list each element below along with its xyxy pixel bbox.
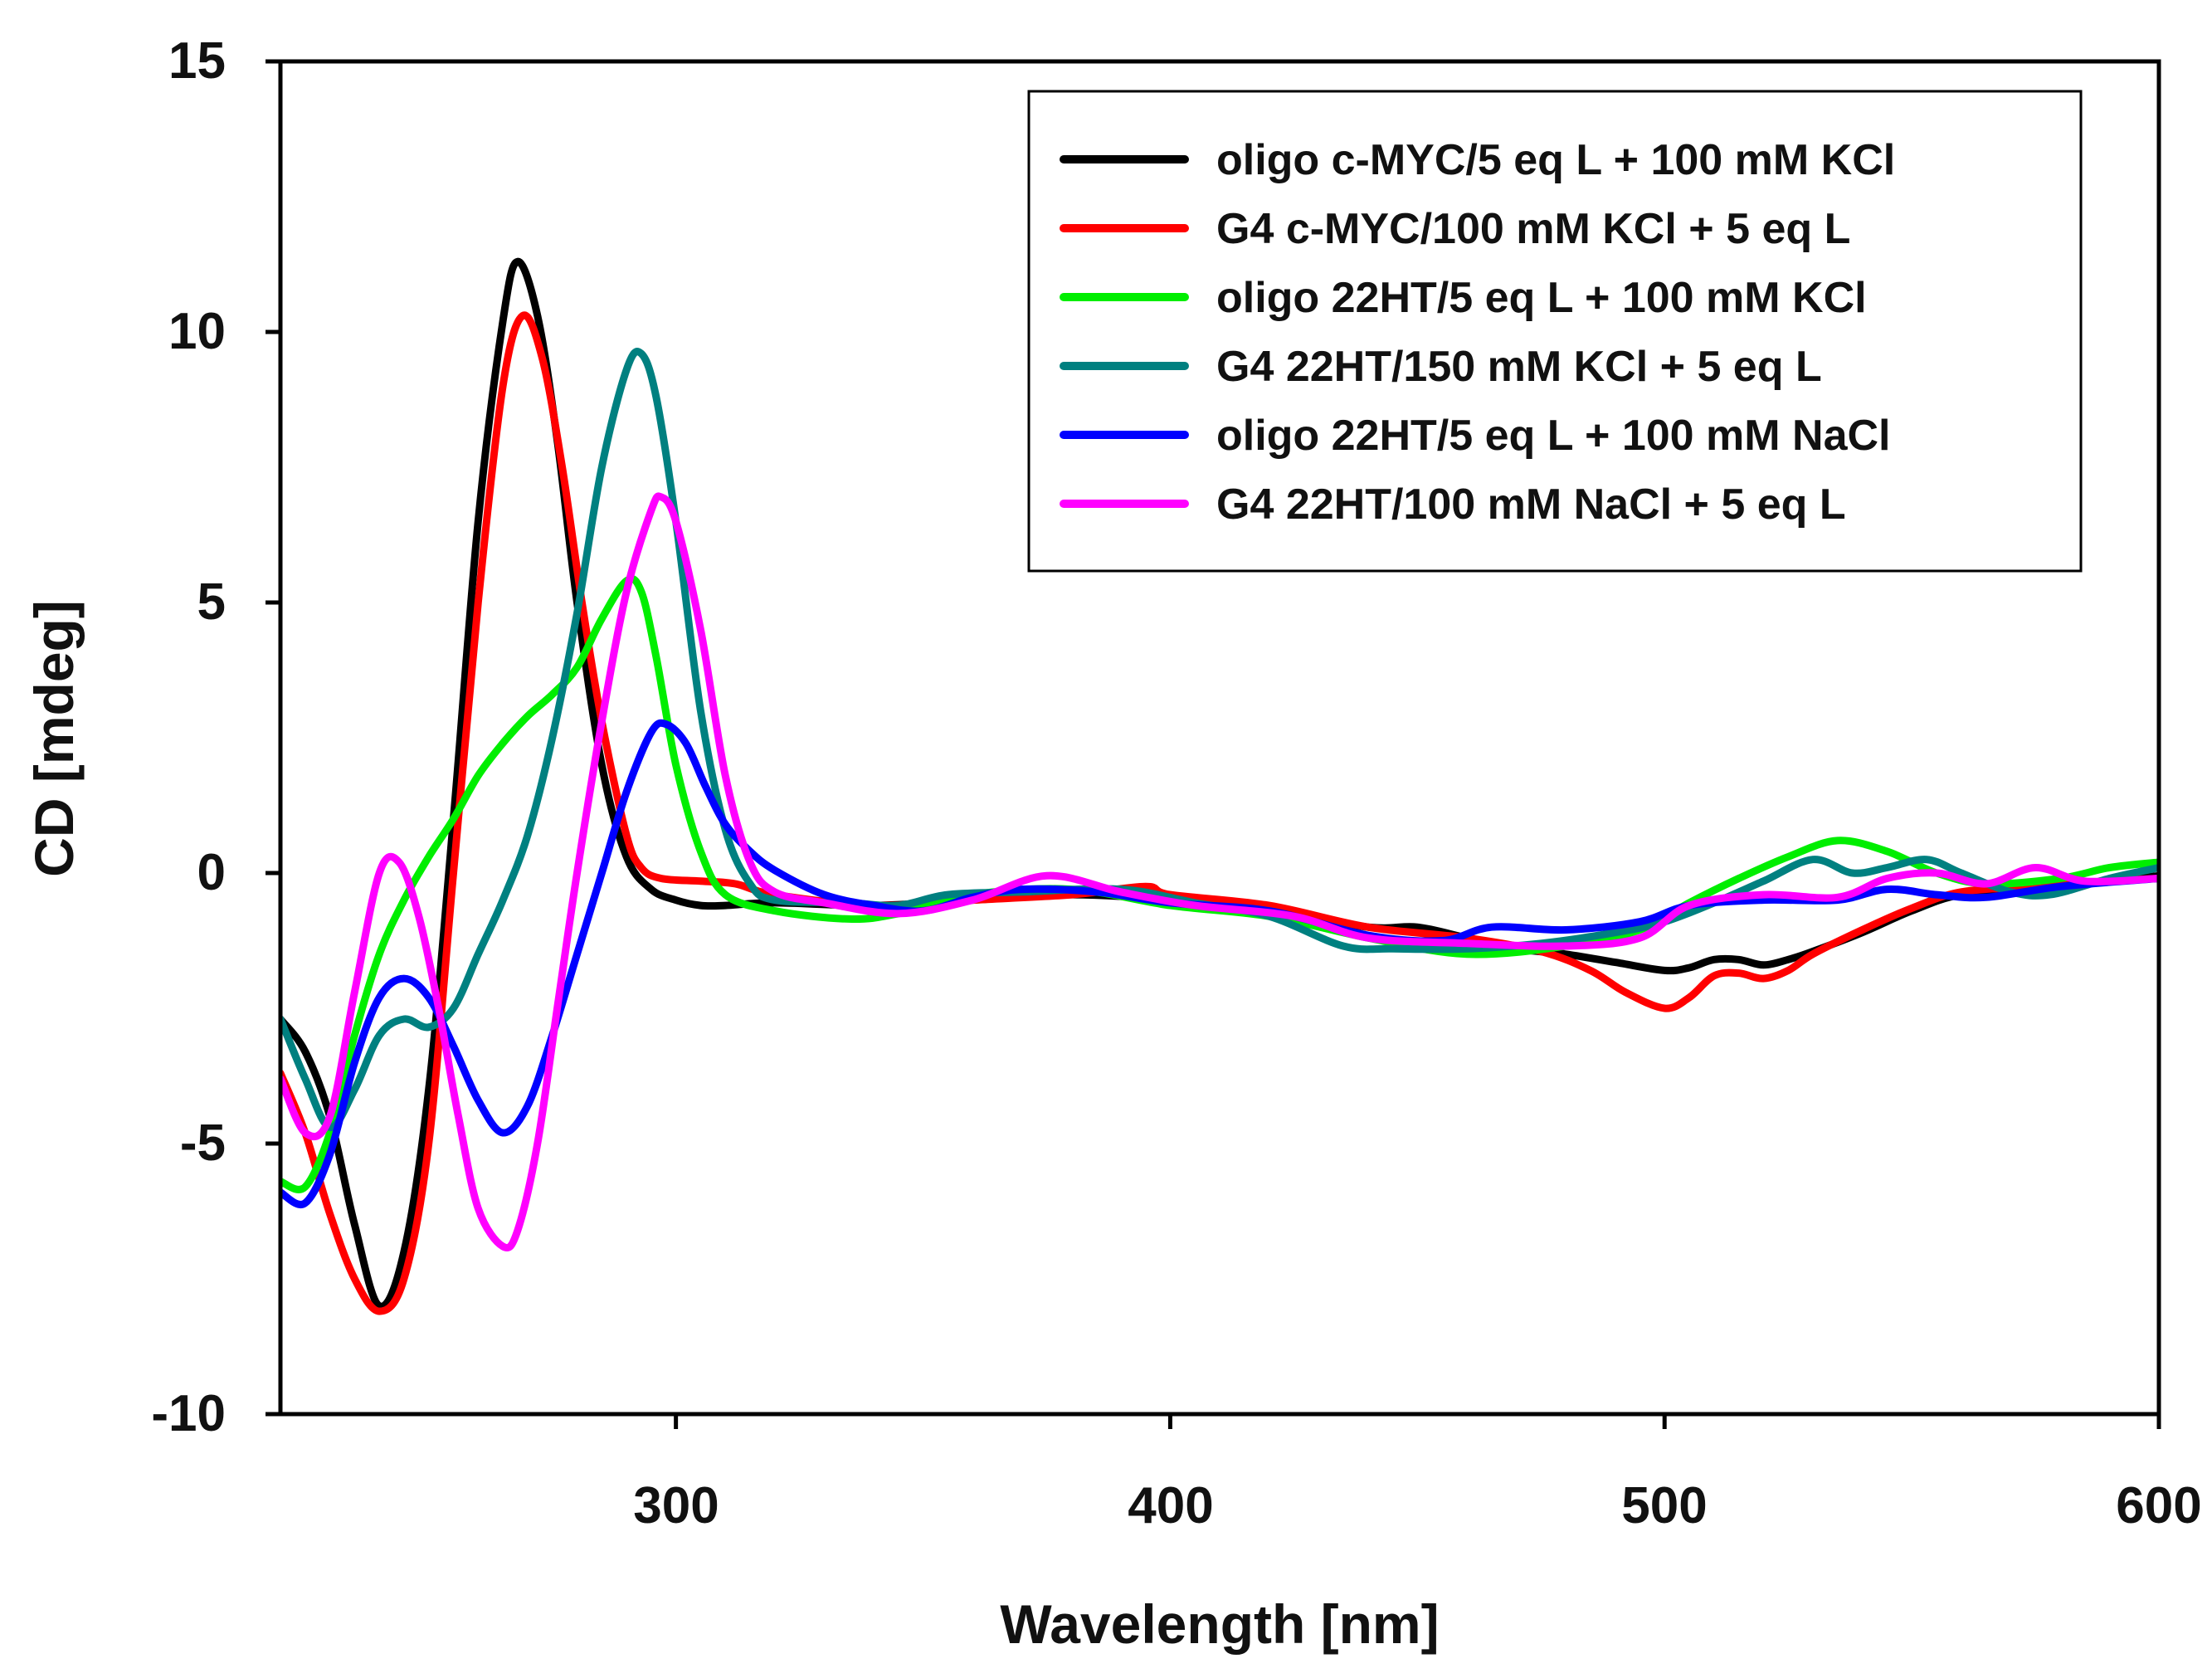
plot-frame [278, 59, 2161, 1417]
y-axis-label: CD [mdeg] [23, 600, 85, 877]
x-tick-label: 600 [2116, 1477, 2201, 1534]
x-tick-label: 500 [1621, 1477, 1707, 1534]
y-tick-label: 10 [168, 303, 226, 360]
legend-label: G4 22HT/150 mM KCl + 5 eq L [1216, 343, 1822, 391]
y-tick-label: 5 [197, 573, 226, 631]
legend-label: oligo 22HT/5 eq L + 100 mM NaCl [1216, 412, 1891, 460]
y-tick-label: -10 [151, 1385, 226, 1442]
series-group [280, 257, 2159, 1315]
legend-label: oligo 22HT/5 eq L + 100 mM KCl [1216, 274, 1867, 322]
series-line-3 [280, 575, 2159, 1193]
legend-label: G4 22HT/100 mM NaCl + 5 eq L [1216, 480, 1846, 529]
series-line-6 [280, 492, 2159, 1251]
legend-box [1027, 90, 2083, 573]
legend-label: G4 c-MYC/100 mM KCl + 5 eq L [1216, 205, 1850, 253]
tick-group [266, 59, 2161, 1429]
x-axis-label: Wavelength [nm] [1000, 1593, 1439, 1655]
legend-label: oligo c-MYC/5 eq L + 100 mM KCl [1216, 136, 1895, 184]
y-tick-label: 0 [197, 844, 226, 901]
x-tick-label: 300 [633, 1477, 719, 1534]
x-tick-label: 400 [1128, 1477, 1213, 1534]
y-tick-label: -5 [180, 1115, 226, 1172]
y-tick-label: 15 [168, 32, 226, 90]
legend: oligo c-MYC/5 eq L + 100 mM KCl G4 c-MYC… [1027, 90, 2083, 573]
